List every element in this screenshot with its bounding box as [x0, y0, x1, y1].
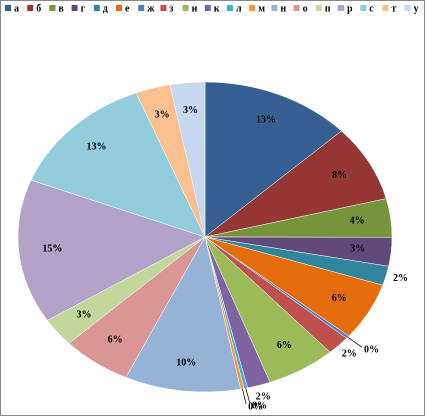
data-label: 3%: [155, 109, 170, 120]
leader-line: [347, 336, 363, 348]
legend-swatch: [93, 5, 100, 11]
legend-label: г: [81, 3, 86, 14]
legend-label: е: [125, 3, 130, 14]
data-label: 6%: [277, 340, 292, 351]
legend-swatch: [71, 5, 78, 11]
legend-label: ж: [147, 3, 155, 14]
legend-swatch: [338, 5, 344, 11]
data-label: 6%: [108, 334, 123, 345]
data-label: 2%: [256, 392, 271, 403]
legend-label: б: [36, 3, 41, 14]
legend-label: м: [258, 3, 265, 14]
legend-swatch: [404, 5, 411, 11]
pie-slice: [17, 179, 206, 321]
legend-label: п: [325, 3, 331, 14]
legend-label: к: [214, 3, 220, 14]
legend-label: у: [414, 3, 419, 14]
legend-swatch: [27, 5, 34, 11]
legend-label: р: [347, 3, 353, 14]
legend-swatch: [360, 5, 367, 11]
data-label: 0%: [252, 401, 267, 412]
legend-swatch: [382, 5, 389, 11]
data-label: 15%: [42, 243, 62, 254]
legend-swatch: [293, 5, 300, 11]
data-label: 0%: [248, 401, 263, 412]
legend-label: с: [369, 3, 374, 14]
legend-swatch: [160, 5, 167, 11]
legend-label: в: [58, 3, 64, 14]
pie-slice: [204, 81, 342, 238]
leader-line: [245, 388, 251, 404]
data-label: 13%: [86, 141, 106, 152]
legend-swatch: [49, 5, 56, 11]
pie-slice: [204, 130, 387, 238]
legend-swatch: [249, 5, 256, 11]
legend-label: о: [303, 3, 308, 14]
legend-label: з: [169, 3, 173, 14]
pie-slice: [169, 81, 206, 238]
legend-swatch: [116, 5, 122, 11]
data-label: 6%: [332, 293, 347, 304]
legend-swatch: [182, 5, 189, 11]
pie-slice: [125, 236, 241, 393]
data-label: 2%: [342, 348, 357, 359]
legend-swatch: [138, 5, 145, 11]
legend-swatch: [271, 5, 278, 11]
legend-swatch: [315, 5, 322, 11]
data-label: 8%: [332, 170, 347, 181]
data-label: 4%: [350, 216, 365, 227]
data-label: 10%: [176, 357, 196, 368]
pie-slice: [30, 92, 206, 238]
data-label: 13%: [256, 115, 276, 126]
data-label: 2%: [393, 273, 408, 284]
legend-label: д: [103, 3, 108, 14]
legend-label: н: [280, 3, 286, 14]
legend-swatch: [204, 5, 211, 11]
legend-label: т: [391, 3, 396, 14]
data-label: 3%: [77, 309, 92, 320]
legend-label: л: [236, 3, 242, 14]
data-label: 3%: [350, 243, 365, 254]
data-label: 0%: [364, 345, 379, 356]
legend-label: и: [192, 3, 198, 14]
data-label: 3%: [183, 105, 198, 116]
legend-label: а: [14, 3, 19, 14]
legend-swatch: [227, 5, 233, 11]
leader-line: [242, 388, 247, 405]
legend-swatch: [5, 5, 11, 11]
